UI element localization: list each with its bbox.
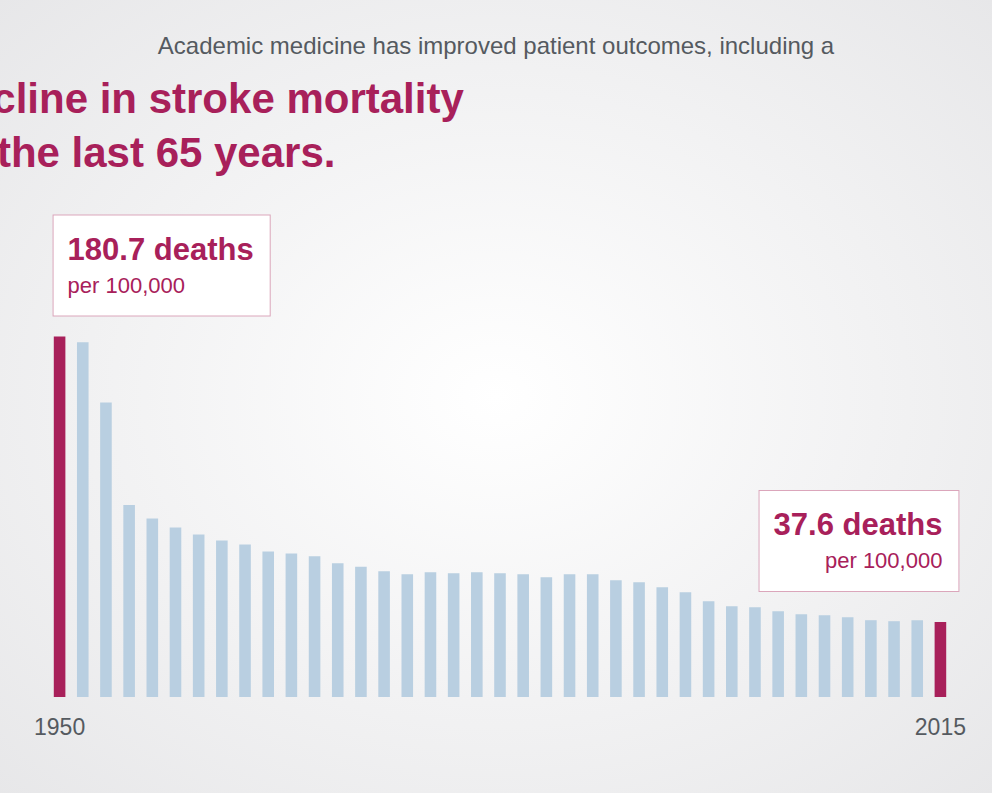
svg-text:180.7 deaths: 180.7 deaths [68, 232, 254, 267]
svg-text:per 100,000: per 100,000 [825, 548, 942, 573]
svg-text:2015: 2015 [915, 714, 966, 740]
svg-text:dramatic decline in stroke mor: dramatic decline in stroke mortality [0, 75, 475, 122]
svg-text:37.6 deaths: 37.6 deaths [774, 507, 943, 542]
svg-text:over the last 65 years.: over the last 65 years. [0, 129, 335, 176]
svg-text:Academic medicine has improved: Academic medicine has improved patient o… [158, 32, 835, 59]
svg-text:per 100,000: per 100,000 [68, 273, 185, 298]
svg-text:1950: 1950 [34, 714, 85, 740]
